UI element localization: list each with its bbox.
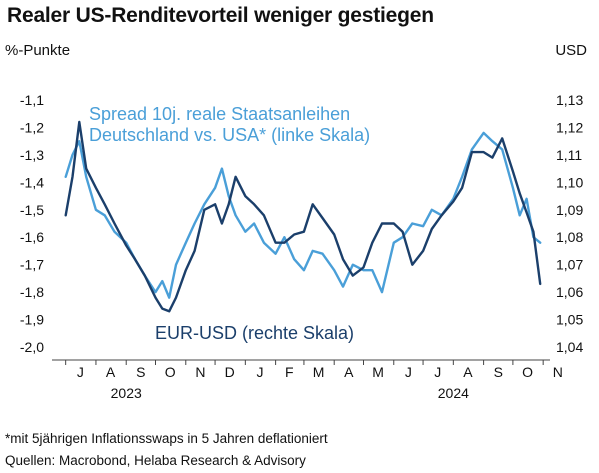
series-label-spread-line2: Deutschland vs. USA* (linke Skala) (89, 125, 370, 145)
y-right-tick-label: 1,09 (556, 202, 583, 218)
y-right-tick-label: 1,11 (556, 147, 582, 163)
x-tick-label: O (522, 364, 533, 380)
x-tick-label: A (106, 364, 116, 380)
y-right-tick-label: 1,05 (556, 312, 583, 328)
x-tick-label: D (225, 364, 235, 380)
x-tick-label: A (463, 364, 473, 380)
right-axis-unit: USD (555, 42, 587, 59)
y-left-tick-label: -1,3 (20, 147, 44, 163)
x-tick-label: F (285, 364, 294, 380)
y-left-tick-label: -1,8 (20, 284, 44, 300)
year-label: 2024 (438, 385, 469, 401)
x-tick-label: S (136, 364, 145, 380)
y-left-tick-label: -1,6 (20, 229, 44, 245)
series-label-spread: Spread 10j. reale Staatsanleihen (89, 104, 350, 124)
source-note: Quellen: Macrobond, Helaba Research & Ad… (5, 453, 306, 468)
y-left-tick-label: -1,1 (20, 92, 44, 108)
y-right-tick-label: 1,12 (556, 119, 583, 135)
y-left-tick-label: -1,7 (20, 257, 44, 273)
y-left-tick-label: -1,5 (20, 202, 44, 218)
x-tick-label: M (313, 364, 325, 380)
y-right-tick-label: 1,08 (556, 229, 583, 245)
x-tick-label: N (553, 364, 563, 380)
x-tick-label: J (77, 364, 84, 380)
x-tick-label: O (165, 364, 176, 380)
y-left-tick-label: -1,4 (20, 174, 44, 190)
y-right-tick-label: 1,04 (556, 339, 583, 355)
y-left-tick-label: -1,2 (20, 119, 44, 135)
y-right-tick-label: 1,07 (556, 257, 583, 273)
left-axis-unit: %-Punkte (5, 42, 71, 59)
year-label: 2023 (111, 385, 142, 401)
y-right-tick-label: 1,13 (556, 92, 583, 108)
x-tick-label: J (434, 364, 441, 380)
x-tick-label: N (195, 364, 205, 380)
x-tick-label: J (405, 364, 412, 380)
chart-area: -1,1 -1,2 -1,3 -1,4 -1,5 -1,6 -1,7 -1,8 -1,9 -2,0… (20, 92, 584, 401)
x-tick-label: S (494, 364, 503, 380)
y-left-tick-label: -2,0 (20, 339, 44, 355)
y-left-tick-label: -1,9 (20, 312, 44, 328)
x-tick-label: A (344, 364, 354, 380)
x-tick-label: J (256, 364, 263, 380)
y-right-tick-label: 1,06 (556, 284, 583, 300)
series-line-eurusd (64, 120, 542, 313)
series-line-spread (64, 131, 542, 299)
chart-title: Realer US-Renditevorteil weniger gestieg… (7, 4, 434, 27)
series-label-eurusd: EUR-USD (rechte Skala) (155, 323, 354, 343)
y-right-tick-label: 1,10 (556, 174, 583, 190)
footnote: *mit 5jährigen Inflationsswaps in 5 Jahr… (5, 431, 328, 446)
x-tick-label: M (372, 364, 384, 380)
